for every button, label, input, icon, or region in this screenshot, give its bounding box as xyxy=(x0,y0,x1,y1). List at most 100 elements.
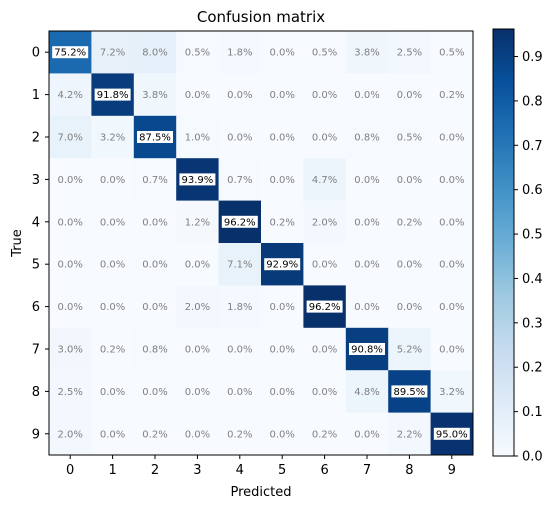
cell-value-label: 7.2% xyxy=(100,48,125,59)
heatmap-cell xyxy=(133,412,177,456)
cell-value-label: 0.0% xyxy=(100,302,125,313)
heatmap-cell xyxy=(345,73,389,117)
cell-value-label: 0.5% xyxy=(397,133,422,144)
cell-value-label: 0.0% xyxy=(354,217,379,228)
heatmap-cell xyxy=(430,73,474,117)
heatmap-cell xyxy=(176,327,220,371)
heatmap-cell xyxy=(133,327,177,371)
heatmap-cell xyxy=(303,327,347,371)
x-tick-label: 7 xyxy=(363,463,371,478)
chart-title: Confusion matrix xyxy=(197,8,325,26)
x-axis-ticks: 0 1 2 3 4 5 6 7 8 9 xyxy=(66,455,456,478)
heatmap-cell xyxy=(388,243,432,286)
heatmap-cell xyxy=(430,285,474,329)
cell-value-label: 96.2% xyxy=(309,302,341,313)
cell-value-label: 0.0% xyxy=(439,133,464,144)
y-axis-ticks: 0 1 2 3 4 5 6 7 8 9 xyxy=(32,46,49,442)
cell-value-label: 3.0% xyxy=(57,345,82,356)
cell-label-background xyxy=(52,46,89,59)
cell-value-label: 0.0% xyxy=(57,302,82,313)
heatmap-cell xyxy=(91,200,135,244)
x-tick-label: 6 xyxy=(320,463,328,478)
cell-value-label: 0.0% xyxy=(354,90,379,101)
y-tick-label: 6 xyxy=(32,300,40,315)
heatmap-cell xyxy=(218,158,262,202)
heatmap-cell xyxy=(91,327,135,371)
heatmap-cell xyxy=(176,115,220,159)
heatmap-cell xyxy=(261,327,304,371)
cell-label-background xyxy=(137,131,173,143)
y-tick-label: 4 xyxy=(32,215,40,230)
colorbar-tick-label: 0.7 xyxy=(522,139,543,154)
cell-value-label: 1.0% xyxy=(185,133,210,144)
cell-value-label: 0.0% xyxy=(312,133,337,144)
heatmap-cell xyxy=(261,285,304,329)
cell-value-label: 0.0% xyxy=(185,345,210,356)
heatmap-cell xyxy=(218,285,262,329)
heatmap-cell xyxy=(388,31,432,74)
cell-value-label: 0.0% xyxy=(269,90,294,101)
cell-value-label: 5.2% xyxy=(397,345,422,356)
heatmap-cells xyxy=(49,31,474,456)
cell-value-label: 2.0% xyxy=(312,217,337,228)
cell-value-label: 0.0% xyxy=(185,387,210,398)
cell-value-label: 3.2% xyxy=(439,387,464,398)
cell-value-label: 0.8% xyxy=(142,345,167,356)
y-tick-label: 9 xyxy=(32,427,40,442)
heatmap-cell xyxy=(430,327,474,371)
cell-value-label: 1.2% xyxy=(185,217,210,228)
heatmap-cell xyxy=(388,73,432,117)
heatmap-cell xyxy=(430,243,474,286)
colorbar-tick-label: 0.0 xyxy=(522,450,543,465)
heatmap-cell xyxy=(49,285,92,329)
cell-value-label: 95.0% xyxy=(436,429,468,440)
cell-value-label: 0.0% xyxy=(439,217,464,228)
heatmap-cell xyxy=(133,370,177,414)
cell-value-label: 2.2% xyxy=(397,429,422,440)
cell-value-label: 0.0% xyxy=(100,387,125,398)
heatmap-cell xyxy=(49,370,92,414)
heatmap-cell xyxy=(261,158,304,202)
cell-value-label: 0.0% xyxy=(142,302,167,313)
x-axis-label: Predicted xyxy=(230,485,291,500)
cell-value-label: 0.0% xyxy=(397,90,422,101)
heatmap-cell xyxy=(303,115,347,159)
heatmap-cell xyxy=(49,115,92,159)
cell-value-label: 0.0% xyxy=(269,345,294,356)
cell-value-label: 89.5% xyxy=(394,387,426,398)
heatmap-cell xyxy=(91,285,135,329)
x-tick-label: 1 xyxy=(108,463,116,478)
cell-label-background xyxy=(306,300,343,313)
cell-value-label: 92.9% xyxy=(266,260,298,271)
cell-value-label: 0.0% xyxy=(100,260,125,271)
heatmap-cell xyxy=(303,73,347,117)
heatmap-cell xyxy=(49,200,92,244)
cell-value-label: 0.0% xyxy=(142,260,167,271)
heatmap-cell xyxy=(91,31,135,74)
heatmap-cell xyxy=(261,370,304,414)
y-tick-label: 5 xyxy=(32,258,40,273)
y-axis-label: True xyxy=(10,229,25,258)
heatmap-cell xyxy=(345,412,389,456)
colorbar-tick-label: 0.9 xyxy=(522,50,543,65)
colorbar-tick-label: 0.2 xyxy=(522,361,543,376)
x-tick-label: 0 xyxy=(66,463,74,478)
cell-value-label: 3.8% xyxy=(142,90,167,101)
colorbar-tick-label: 0.1 xyxy=(522,405,543,420)
cell-value-label: 0.0% xyxy=(185,429,210,440)
cell-value-label: 0.8% xyxy=(354,133,379,144)
cell-value-label: 0.2% xyxy=(439,90,464,101)
cell-value-label: 4.7% xyxy=(312,175,337,186)
colorbar-tick-label: 0.3 xyxy=(522,316,543,331)
colorbar-tick-label: 0.8 xyxy=(522,94,543,109)
heatmap-cell xyxy=(303,370,347,414)
heatmap-cell xyxy=(218,73,262,117)
heatmap-cell xyxy=(388,285,432,329)
cell-label-background xyxy=(433,427,470,440)
heatmap-cell xyxy=(133,158,177,202)
heatmap-cell xyxy=(133,31,177,74)
cell-value-label: 0.0% xyxy=(227,133,252,144)
plot-frame xyxy=(48,30,474,456)
cell-label-background xyxy=(264,258,301,271)
heatmap-cell xyxy=(218,243,262,286)
